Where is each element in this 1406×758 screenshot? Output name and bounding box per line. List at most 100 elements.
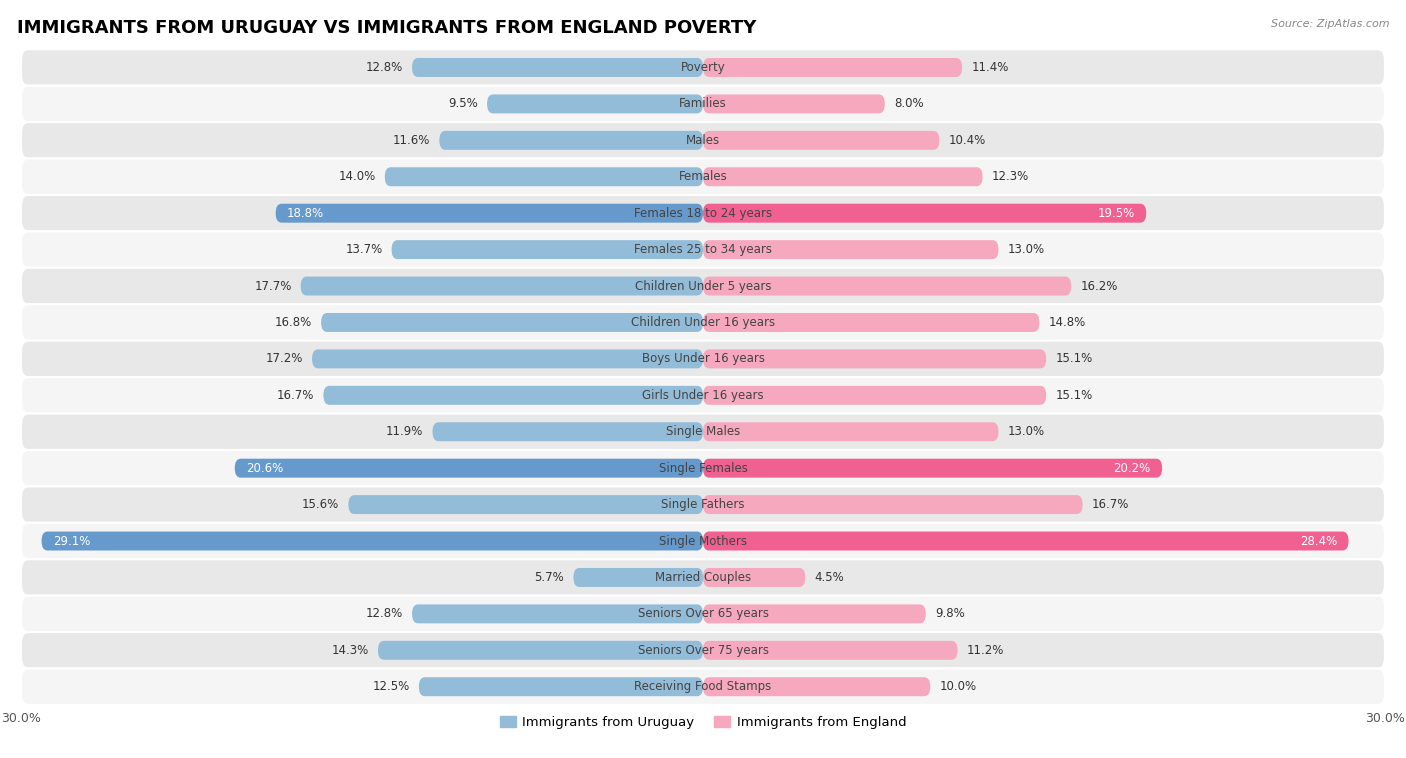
Text: Females 18 to 24 years: Females 18 to 24 years xyxy=(634,207,772,220)
Text: 13.0%: 13.0% xyxy=(1008,243,1045,256)
FancyBboxPatch shape xyxy=(703,95,884,114)
Text: Children Under 16 years: Children Under 16 years xyxy=(631,316,775,329)
FancyBboxPatch shape xyxy=(703,313,1039,332)
Text: IMMIGRANTS FROM URUGUAY VS IMMIGRANTS FROM ENGLAND POVERTY: IMMIGRANTS FROM URUGUAY VS IMMIGRANTS FR… xyxy=(17,19,756,37)
Text: Males: Males xyxy=(686,134,720,147)
FancyBboxPatch shape xyxy=(703,131,939,150)
FancyBboxPatch shape xyxy=(703,58,962,77)
Text: 9.8%: 9.8% xyxy=(935,607,965,620)
Text: 8.0%: 8.0% xyxy=(894,98,924,111)
FancyBboxPatch shape xyxy=(703,168,983,186)
Text: 13.7%: 13.7% xyxy=(346,243,382,256)
Text: 12.3%: 12.3% xyxy=(991,171,1029,183)
FancyBboxPatch shape xyxy=(323,386,703,405)
Text: 19.5%: 19.5% xyxy=(1098,207,1135,220)
FancyBboxPatch shape xyxy=(703,459,1163,478)
Text: Single Fathers: Single Fathers xyxy=(661,498,745,511)
Text: 11.6%: 11.6% xyxy=(392,134,430,147)
Text: 20.6%: 20.6% xyxy=(246,462,284,475)
Text: 17.2%: 17.2% xyxy=(266,352,302,365)
FancyBboxPatch shape xyxy=(385,168,703,186)
Text: 17.7%: 17.7% xyxy=(254,280,291,293)
FancyBboxPatch shape xyxy=(419,677,703,696)
FancyBboxPatch shape xyxy=(703,240,998,259)
FancyBboxPatch shape xyxy=(703,604,925,623)
Text: Source: ZipAtlas.com: Source: ZipAtlas.com xyxy=(1271,19,1389,29)
Text: 15.6%: 15.6% xyxy=(302,498,339,511)
FancyBboxPatch shape xyxy=(439,131,703,150)
Text: Seniors Over 75 years: Seniors Over 75 years xyxy=(637,644,769,656)
Text: 28.4%: 28.4% xyxy=(1301,534,1337,547)
FancyBboxPatch shape xyxy=(703,677,931,696)
FancyBboxPatch shape xyxy=(392,240,703,259)
Text: 11.4%: 11.4% xyxy=(972,61,1008,74)
FancyBboxPatch shape xyxy=(42,531,703,550)
Legend: Immigrants from Uruguay, Immigrants from England: Immigrants from Uruguay, Immigrants from… xyxy=(495,711,911,735)
Text: Children Under 5 years: Children Under 5 years xyxy=(634,280,772,293)
FancyBboxPatch shape xyxy=(276,204,703,223)
Text: 5.7%: 5.7% xyxy=(534,571,564,584)
Text: 15.1%: 15.1% xyxy=(1056,352,1092,365)
FancyBboxPatch shape xyxy=(21,195,1385,231)
FancyBboxPatch shape xyxy=(21,49,1385,86)
Text: Females: Females xyxy=(679,171,727,183)
FancyBboxPatch shape xyxy=(312,349,703,368)
Text: Girls Under 16 years: Girls Under 16 years xyxy=(643,389,763,402)
Text: 13.0%: 13.0% xyxy=(1008,425,1045,438)
Text: Families: Families xyxy=(679,98,727,111)
FancyBboxPatch shape xyxy=(433,422,703,441)
FancyBboxPatch shape xyxy=(703,495,1083,514)
FancyBboxPatch shape xyxy=(21,632,1385,669)
Text: 14.3%: 14.3% xyxy=(332,644,368,656)
FancyBboxPatch shape xyxy=(21,669,1385,705)
Text: 15.1%: 15.1% xyxy=(1056,389,1092,402)
FancyBboxPatch shape xyxy=(21,377,1385,414)
Text: 20.2%: 20.2% xyxy=(1114,462,1150,475)
Text: Boys Under 16 years: Boys Under 16 years xyxy=(641,352,765,365)
Text: 16.7%: 16.7% xyxy=(277,389,315,402)
FancyBboxPatch shape xyxy=(21,596,1385,632)
Text: 12.8%: 12.8% xyxy=(366,61,404,74)
Text: 12.8%: 12.8% xyxy=(366,607,404,620)
Text: 16.7%: 16.7% xyxy=(1091,498,1129,511)
Text: Poverty: Poverty xyxy=(681,61,725,74)
Text: Receiving Food Stamps: Receiving Food Stamps xyxy=(634,680,772,694)
FancyBboxPatch shape xyxy=(349,495,703,514)
FancyBboxPatch shape xyxy=(486,95,703,114)
FancyBboxPatch shape xyxy=(21,450,1385,487)
FancyBboxPatch shape xyxy=(703,531,1348,550)
FancyBboxPatch shape xyxy=(21,268,1385,304)
FancyBboxPatch shape xyxy=(21,231,1385,268)
Text: 10.0%: 10.0% xyxy=(939,680,977,694)
Text: 4.5%: 4.5% xyxy=(814,571,844,584)
Text: 29.1%: 29.1% xyxy=(53,534,90,547)
Text: Seniors Over 65 years: Seniors Over 65 years xyxy=(637,607,769,620)
Text: 14.0%: 14.0% xyxy=(339,171,375,183)
Text: 16.8%: 16.8% xyxy=(274,316,312,329)
FancyBboxPatch shape xyxy=(703,277,1071,296)
Text: 14.8%: 14.8% xyxy=(1049,316,1085,329)
FancyBboxPatch shape xyxy=(574,568,703,587)
FancyBboxPatch shape xyxy=(703,349,1046,368)
FancyBboxPatch shape xyxy=(21,523,1385,559)
Text: Females 25 to 34 years: Females 25 to 34 years xyxy=(634,243,772,256)
FancyBboxPatch shape xyxy=(21,158,1385,195)
FancyBboxPatch shape xyxy=(703,204,1146,223)
FancyBboxPatch shape xyxy=(21,414,1385,450)
FancyBboxPatch shape xyxy=(21,304,1385,340)
Text: 11.2%: 11.2% xyxy=(967,644,1004,656)
FancyBboxPatch shape xyxy=(412,604,703,623)
FancyBboxPatch shape xyxy=(703,422,998,441)
FancyBboxPatch shape xyxy=(21,122,1385,158)
Text: Single Mothers: Single Mothers xyxy=(659,534,747,547)
FancyBboxPatch shape xyxy=(412,58,703,77)
FancyBboxPatch shape xyxy=(301,277,703,296)
FancyBboxPatch shape xyxy=(321,313,703,332)
Text: 9.5%: 9.5% xyxy=(449,98,478,111)
FancyBboxPatch shape xyxy=(21,559,1385,596)
Text: 16.2%: 16.2% xyxy=(1080,280,1118,293)
Text: 10.4%: 10.4% xyxy=(949,134,986,147)
FancyBboxPatch shape xyxy=(235,459,703,478)
FancyBboxPatch shape xyxy=(21,86,1385,122)
FancyBboxPatch shape xyxy=(378,641,703,659)
